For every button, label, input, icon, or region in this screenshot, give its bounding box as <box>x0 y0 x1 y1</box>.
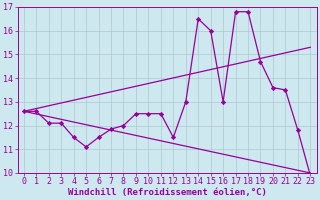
X-axis label: Windchill (Refroidissement éolien,°C): Windchill (Refroidissement éolien,°C) <box>68 188 267 197</box>
